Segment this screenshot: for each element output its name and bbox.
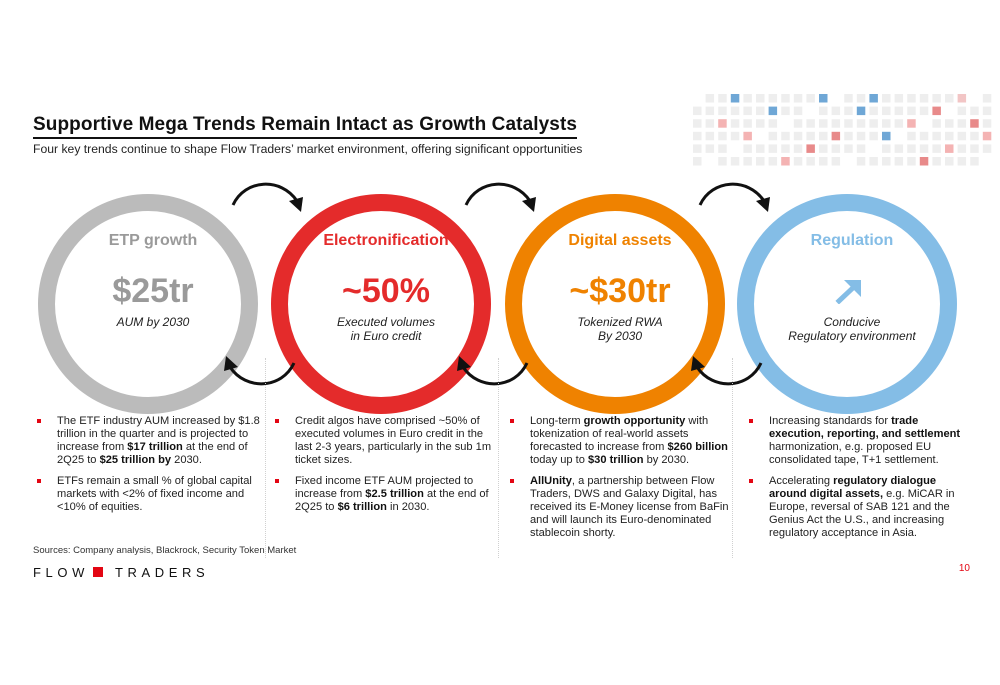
bullet-list-electronification: Credit algos have comprised ~50% of exec… <box>273 415 493 522</box>
bullet-item: Fixed income ETF AUM projected to increa… <box>273 475 493 514</box>
arrow-up-right-icon <box>835 278 863 304</box>
bullet-item: The ETF industry AUM increased by $1.8 t… <box>35 415 263 467</box>
trend-name: Digital assets <box>505 232 735 250</box>
cycle-arrow-left-icon <box>222 353 302 393</box>
bullet-list-regulation: Increasing standards for trade execution… <box>747 415 965 548</box>
sources-note: Sources: Company analysis, Blackrock, Se… <box>33 545 296 556</box>
trend-name: Electronification <box>271 232 501 250</box>
trend-desc-line: in Euro credit <box>271 329 501 343</box>
trend-description: Tokenized RWA By 2030 <box>505 315 735 343</box>
cycle-arrow-right-icon <box>692 175 772 215</box>
logo-square <box>93 567 103 577</box>
trend-name: ETP growth <box>38 232 268 250</box>
logo-text-right: TRADERS <box>115 565 209 580</box>
trend-desc-line: Regulatory environment <box>737 329 967 343</box>
cycle-arrow-right-icon <box>458 175 538 215</box>
page-number: 10 <box>959 563 970 574</box>
bullet-item: Accelerating regulatory dialogue around … <box>747 475 965 540</box>
column-divider <box>498 358 499 558</box>
flow-traders-logo: FLOW TRADERS <box>33 564 209 580</box>
trend-description: Conducive Regulatory environment <box>737 315 967 343</box>
bullet-list-etp: The ETF industry AUM increased by $1.8 t… <box>35 415 263 522</box>
column-divider <box>265 358 266 558</box>
trend-value: ~50% <box>271 271 501 311</box>
bullet-item: Credit algos have comprised ~50% of exec… <box>273 415 493 467</box>
trend-desc-line: Conducive <box>737 315 967 329</box>
cycle-arrow-left-icon <box>455 353 535 393</box>
trend-desc-line: Executed volumes <box>271 315 501 329</box>
trend-description: Executed volumes in Euro credit <box>271 315 501 343</box>
logo-text-left: FLOW <box>33 565 89 580</box>
trend-description: AUM by 2030 <box>38 315 268 329</box>
trend-value: ~$30tr <box>505 271 735 311</box>
trend-desc-line: AUM by 2030 <box>38 315 268 329</box>
trend-desc-line: By 2030 <box>505 329 735 343</box>
column-divider <box>732 358 733 558</box>
cycle-arrow-right-icon <box>225 175 305 215</box>
bullet-item: Increasing standards for trade execution… <box>747 415 965 467</box>
bullet-item: Long-term growth opportunity with tokeni… <box>508 415 730 467</box>
trend-value: $25tr <box>38 271 268 311</box>
bullet-item: ETFs remain a small % of global capital … <box>35 475 263 514</box>
bullet-item: AllUnity, a partnership between Flow Tra… <box>508 475 730 540</box>
bullet-list-digital-assets: Long-term growth opportunity with tokeni… <box>508 415 730 548</box>
trend-desc-line: Tokenized RWA <box>505 315 735 329</box>
trend-name: Regulation <box>737 232 967 250</box>
regulation-circle <box>737 194 957 414</box>
cycle-arrow-left-icon <box>689 353 769 393</box>
